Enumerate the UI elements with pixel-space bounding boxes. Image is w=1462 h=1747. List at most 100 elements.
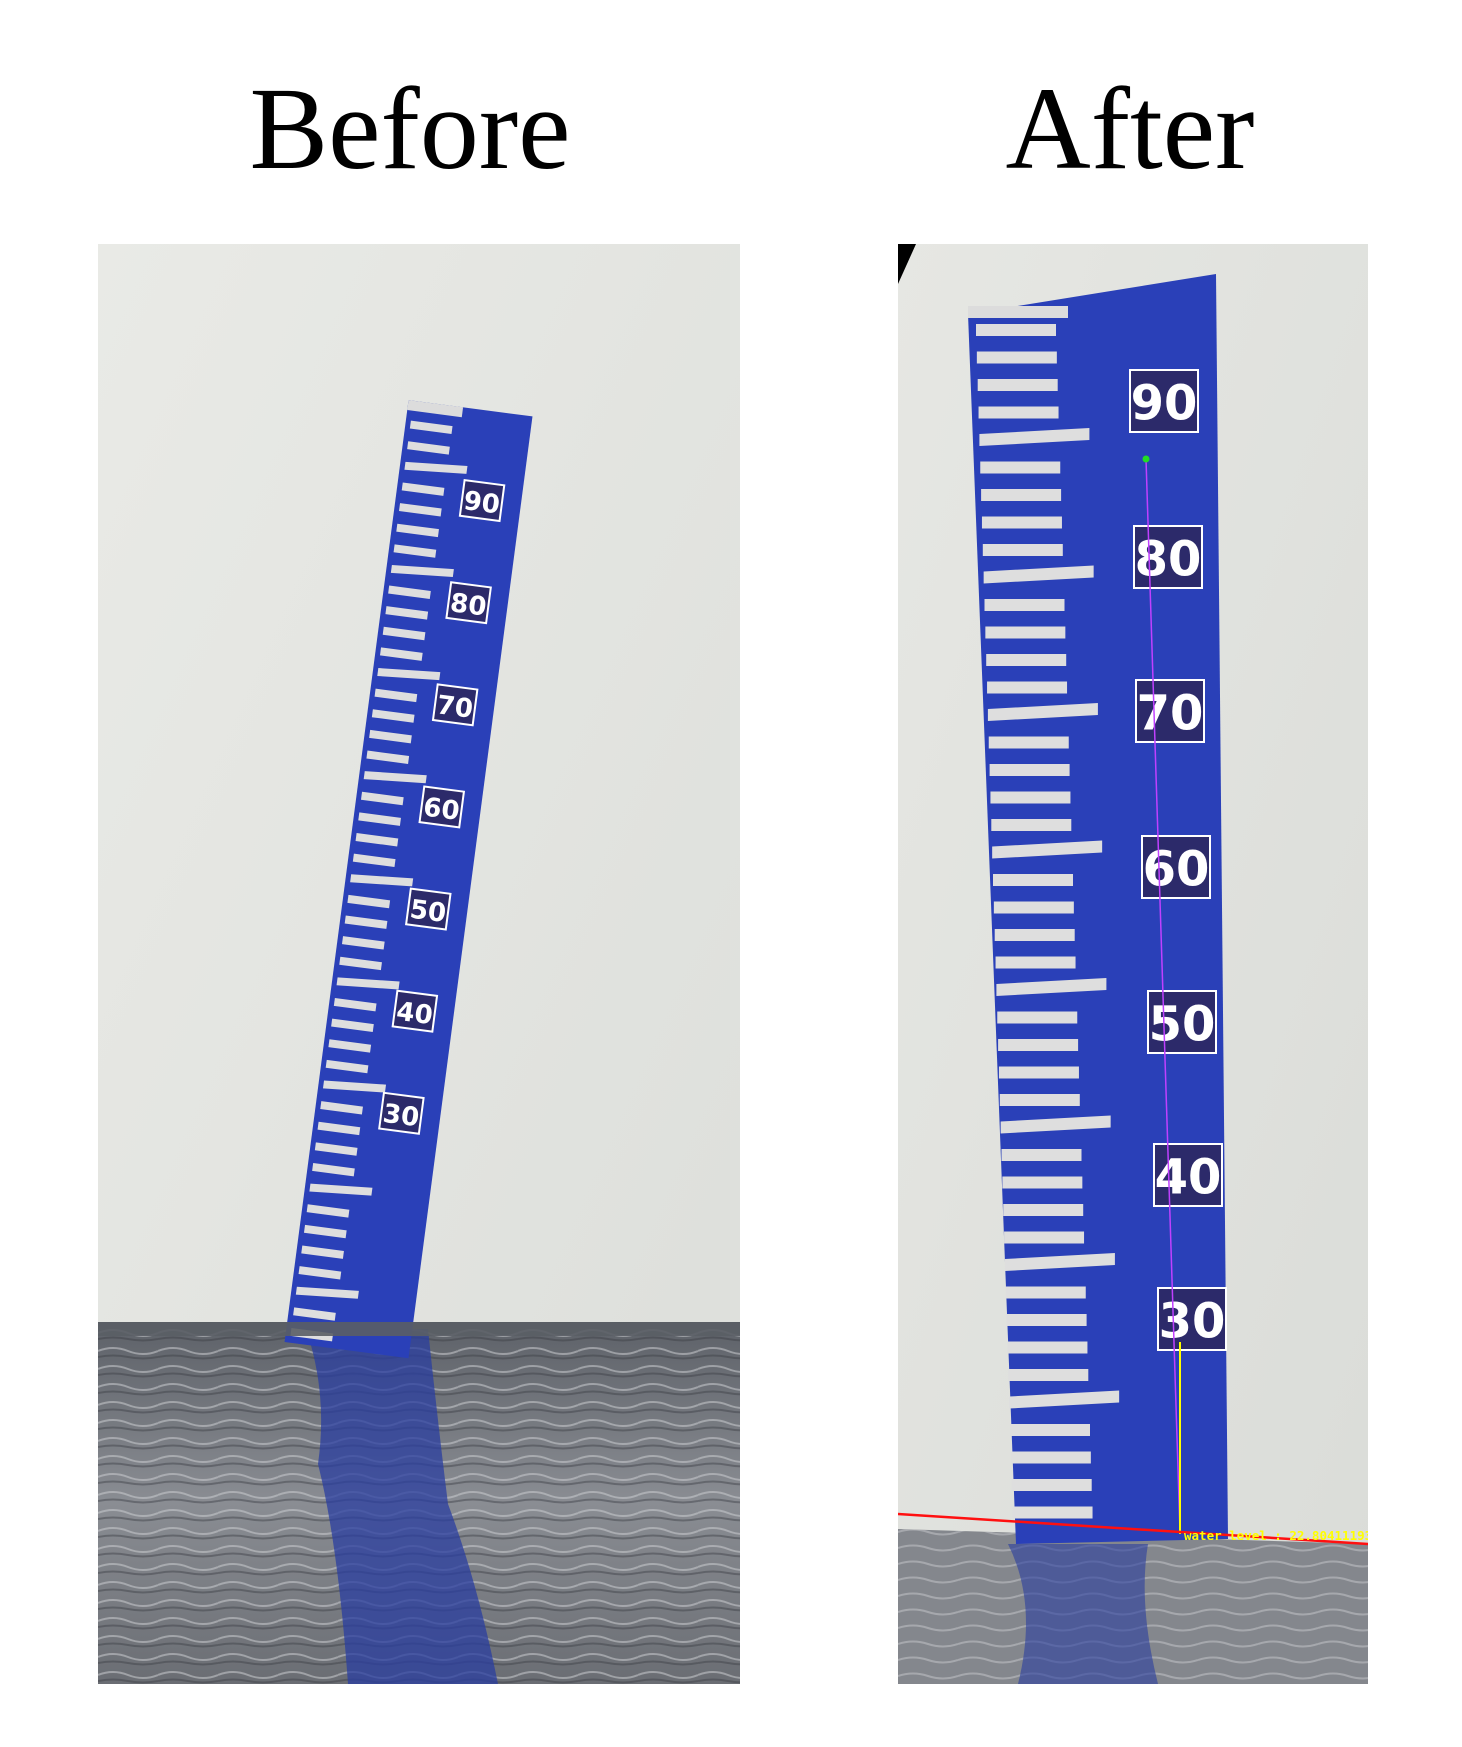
gauge-tick xyxy=(984,599,1065,611)
gauge-tick xyxy=(977,379,1058,391)
gauge-number-60: 60 xyxy=(1143,842,1210,898)
gauge-tick xyxy=(1011,1479,1092,1491)
gauge-tick xyxy=(355,833,399,847)
gauge-tick xyxy=(981,516,1062,529)
gauge-tick xyxy=(1012,1506,1093,1519)
gauge-tick xyxy=(407,441,450,455)
gauge-number-box xyxy=(431,683,479,727)
gauge-tick xyxy=(404,461,468,474)
gauge-tick xyxy=(369,729,412,744)
gauge-tick xyxy=(989,764,1070,776)
gauge-tick xyxy=(331,1018,374,1033)
waterline-shade xyxy=(98,1322,740,1336)
gauge-tick xyxy=(982,544,1063,556)
gauge-tick xyxy=(344,915,388,929)
gauge-tick xyxy=(325,1059,369,1074)
gauge-number-70: 70 xyxy=(1137,686,1204,742)
gauge-tick xyxy=(991,819,1072,831)
gauge-tick xyxy=(976,351,1057,364)
gauge-number-box xyxy=(418,785,466,829)
gauge-number-box xyxy=(378,1091,425,1135)
gauge-reflection xyxy=(306,1329,498,1684)
gauge-tick xyxy=(986,654,1067,666)
gauge-tick xyxy=(988,736,1069,749)
gauge-tick xyxy=(298,1266,342,1280)
gauge-tick xyxy=(1000,1115,1111,1134)
gauge-number-80: 80 xyxy=(448,588,488,622)
gauge-tick xyxy=(976,324,1056,336)
gauge-tick xyxy=(301,1245,344,1259)
gauge-reflection xyxy=(1008,1544,1158,1684)
gauge-tick xyxy=(995,956,1076,969)
gauge-number-40: 40 xyxy=(1155,1150,1222,1206)
gauge-number-90: 90 xyxy=(1131,376,1198,432)
gauge-tick xyxy=(377,668,441,681)
gauge-tick xyxy=(996,978,1107,996)
gauge-tick xyxy=(1003,1204,1084,1216)
gauge-tick xyxy=(999,1094,1080,1106)
gauge-tick xyxy=(306,1204,350,1218)
gauge-tick xyxy=(1001,1149,1082,1161)
before-photo-canvas: 90 80 70 60 50 40 30 xyxy=(98,244,740,1684)
gauge-number-box xyxy=(1133,525,1203,589)
gauge-number-80: 80 xyxy=(1135,532,1202,588)
gauge-number-box xyxy=(1129,369,1199,433)
gauge-number-30: 30 xyxy=(1159,1294,1226,1350)
gauge-tick xyxy=(398,503,442,517)
gauge-tick xyxy=(993,901,1074,914)
gauge-tick xyxy=(994,929,1075,941)
gauge-tick xyxy=(1004,1231,1085,1244)
gauge-tick xyxy=(992,840,1103,859)
gauge-number-box xyxy=(391,989,439,1033)
gauge-tick xyxy=(1010,1451,1091,1464)
gauge-tick xyxy=(358,812,401,826)
gauge-number-60: 60 xyxy=(421,792,461,826)
gauge-tick xyxy=(333,998,377,1012)
gauge-tick xyxy=(374,688,418,703)
gauge-tick xyxy=(295,1286,359,1299)
gauge-tick xyxy=(382,626,426,641)
gauge-number-box xyxy=(458,478,506,523)
before-photo: 90 80 70 60 50 40 30 xyxy=(98,244,740,1684)
gauge-tick xyxy=(978,406,1059,419)
gauge-tick xyxy=(309,1183,373,1196)
gauge-tick xyxy=(1009,1390,1120,1409)
gauge-tick xyxy=(985,626,1066,639)
after-title: After xyxy=(1005,63,1255,194)
gauge-tick xyxy=(396,523,439,538)
gauge-tick xyxy=(360,791,404,806)
gauge-tick xyxy=(1002,1176,1083,1189)
water-line xyxy=(898,1512,1368,1546)
gauge-tick xyxy=(401,482,445,496)
gauge-tick xyxy=(979,428,1090,446)
gauge-tick xyxy=(998,1039,1079,1051)
gauge-number-30: 30 xyxy=(381,1099,421,1133)
gauge-tick xyxy=(341,936,385,950)
gauge-tick xyxy=(980,461,1061,474)
gauge-tick xyxy=(390,564,454,577)
gauge-tick xyxy=(385,606,429,620)
gauge-tick xyxy=(379,647,423,661)
gauge-tick xyxy=(339,956,382,971)
gauge-number-box xyxy=(1147,990,1217,1054)
after-photo: 90 80 70 60 50 40 30 water level : 22.80411193 xyxy=(898,244,1368,1684)
gauge-number-box xyxy=(1141,835,1211,899)
gauge-tick xyxy=(314,1142,358,1156)
gauge-tick xyxy=(1010,1424,1090,1436)
gauge-number-box xyxy=(1157,1287,1227,1351)
gauge-tick xyxy=(409,420,453,434)
gauge-tick xyxy=(1005,1286,1086,1299)
gauge-tick xyxy=(363,771,427,784)
gauge-tick xyxy=(352,853,396,868)
gauge-tick xyxy=(322,1080,387,1093)
gauge-tick xyxy=(1006,1314,1087,1326)
gauge-tick xyxy=(317,1121,361,1136)
top-reference-point xyxy=(1142,455,1150,463)
gauge-tick xyxy=(347,894,391,909)
gauge-number-box xyxy=(445,581,492,625)
gauge-tick xyxy=(312,1162,355,1177)
staff-gauge: 90 80 70 60 50 40 30 xyxy=(284,400,533,1359)
gauge-tick xyxy=(983,565,1094,584)
gauge-tick xyxy=(998,1066,1079,1079)
gauge-tick xyxy=(981,489,1062,501)
